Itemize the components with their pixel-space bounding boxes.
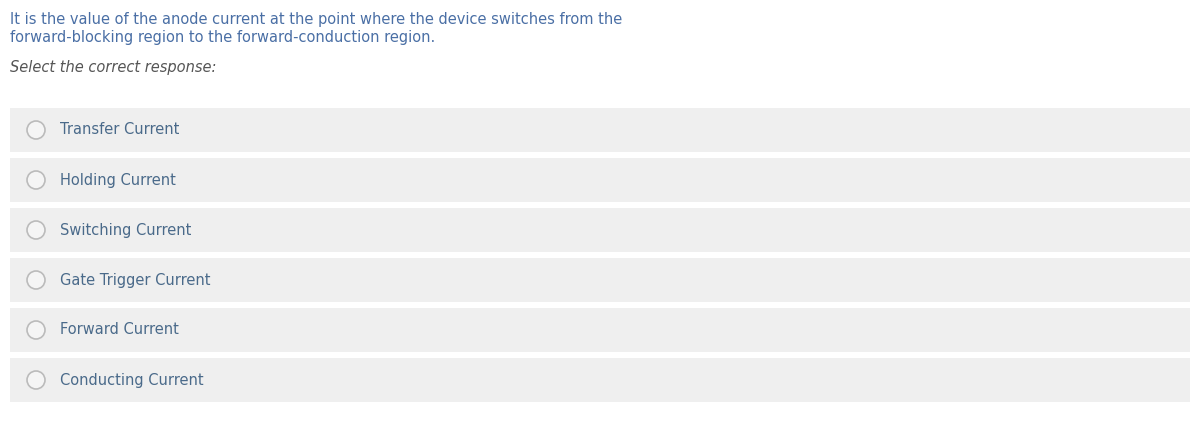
Circle shape (28, 171, 46, 189)
Circle shape (28, 371, 46, 389)
Text: Select the correct response:: Select the correct response: (10, 60, 216, 75)
FancyBboxPatch shape (10, 108, 1190, 152)
FancyBboxPatch shape (10, 208, 1190, 252)
Circle shape (28, 121, 46, 139)
Text: It is the value of the anode current at the point where the device switches from: It is the value of the anode current at … (10, 12, 623, 27)
Text: Transfer Current: Transfer Current (60, 122, 179, 138)
Circle shape (28, 271, 46, 289)
Circle shape (28, 321, 46, 339)
Text: forward-blocking region to the forward-conduction region.: forward-blocking region to the forward-c… (10, 30, 436, 45)
Text: Forward Current: Forward Current (60, 322, 179, 337)
FancyBboxPatch shape (10, 158, 1190, 202)
Circle shape (28, 221, 46, 239)
FancyBboxPatch shape (10, 258, 1190, 302)
Text: Gate Trigger Current: Gate Trigger Current (60, 273, 210, 287)
Text: Holding Current: Holding Current (60, 173, 176, 187)
Text: Switching Current: Switching Current (60, 223, 191, 237)
FancyBboxPatch shape (10, 358, 1190, 402)
FancyBboxPatch shape (10, 308, 1190, 352)
Text: Conducting Current: Conducting Current (60, 372, 204, 388)
